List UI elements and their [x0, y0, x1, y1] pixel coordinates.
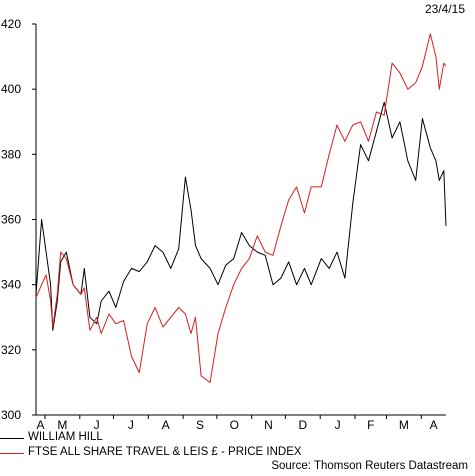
y-tick-label: 340 — [1, 278, 21, 292]
x-tick-label: J — [128, 418, 134, 432]
y-tick-label: 420 — [1, 17, 21, 31]
x-tick-label: F — [367, 418, 374, 432]
x-tick-label: D — [298, 418, 307, 432]
x-tick-label: M — [57, 418, 67, 432]
x-tick-label: A — [430, 418, 438, 432]
y-tick-label: 380 — [1, 147, 21, 161]
y-axis: 300 320 340 360 380 400 420 — [1, 17, 36, 422]
x-tick-label: O — [230, 418, 239, 432]
chart-date: 23/4/15 — [424, 2, 465, 16]
x-tick-label: A — [162, 418, 170, 432]
x-tick-label: M — [399, 418, 409, 432]
x-tick-label: J — [335, 418, 341, 432]
legend-swatch-william-hill — [0, 438, 24, 439]
legend-label-william-hill: WILLIAM HILL — [28, 431, 103, 443]
series-line-ftse-travel-leisure — [35, 33, 447, 383]
x-tick-label: A — [36, 418, 44, 432]
legend-label-ftse-travel-leisure: FTSE ALL SHARE TRAVEL & LEIS £ - PRICE I… — [28, 446, 302, 458]
y-tick-label: 360 — [1, 213, 21, 227]
y-tick-label: 400 — [1, 82, 21, 96]
source-note: Source: Thomson Reuters Datastream — [271, 460, 468, 472]
legend-swatch-ftse-travel-leisure — [0, 453, 24, 454]
x-tick-label: J — [94, 418, 100, 432]
series-lines — [35, 33, 447, 383]
series-line-william-hill — [35, 101, 447, 331]
y-tick-label: 300 — [1, 408, 21, 422]
axes — [35, 24, 446, 416]
x-tick-label: S — [196, 418, 204, 432]
x-tick-label: N — [264, 418, 273, 432]
y-tick-label: 320 — [1, 343, 21, 357]
